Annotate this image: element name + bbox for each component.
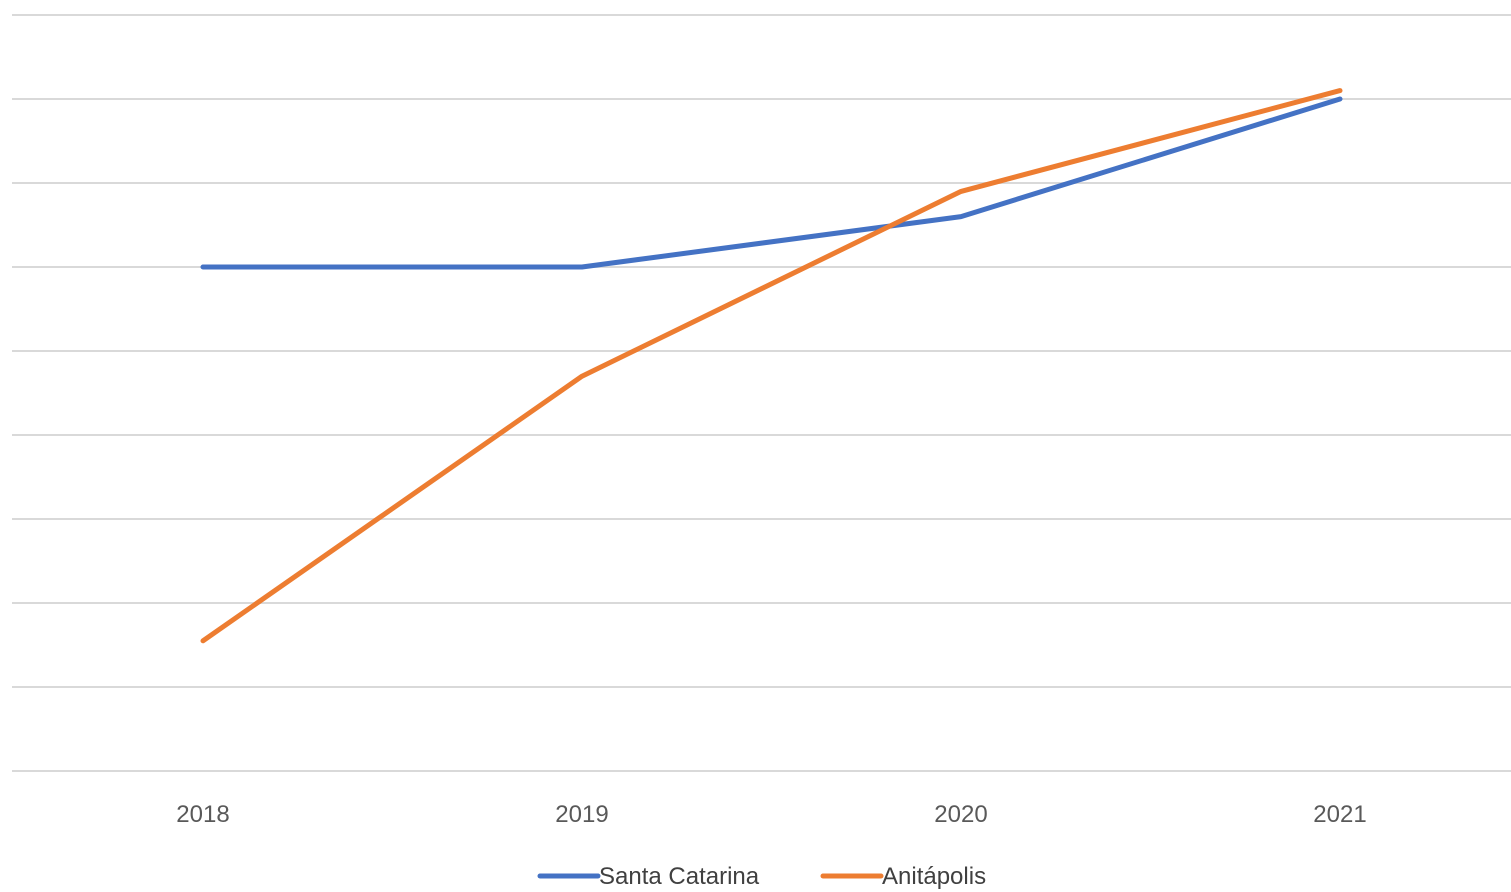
series-lines bbox=[200, 88, 1343, 644]
x-tick-label: 2020 bbox=[934, 801, 987, 828]
series-line-1 bbox=[200, 88, 1343, 644]
x-tick-label: 2019 bbox=[555, 801, 608, 828]
legend-label-1: Anitápolis bbox=[882, 863, 986, 890]
x-tick-label: 2021 bbox=[1313, 801, 1366, 828]
gridlines bbox=[12, 14, 1511, 772]
x-tick-label: 2018 bbox=[176, 801, 229, 828]
legend-label-0: Santa Catarina bbox=[599, 863, 760, 890]
x-axis-tick-labels: 2018 2019 2020 2021 bbox=[176, 801, 1366, 828]
series-line-0 bbox=[200, 96, 1343, 270]
legend: Santa Catarina Anitápolis bbox=[537, 863, 986, 890]
